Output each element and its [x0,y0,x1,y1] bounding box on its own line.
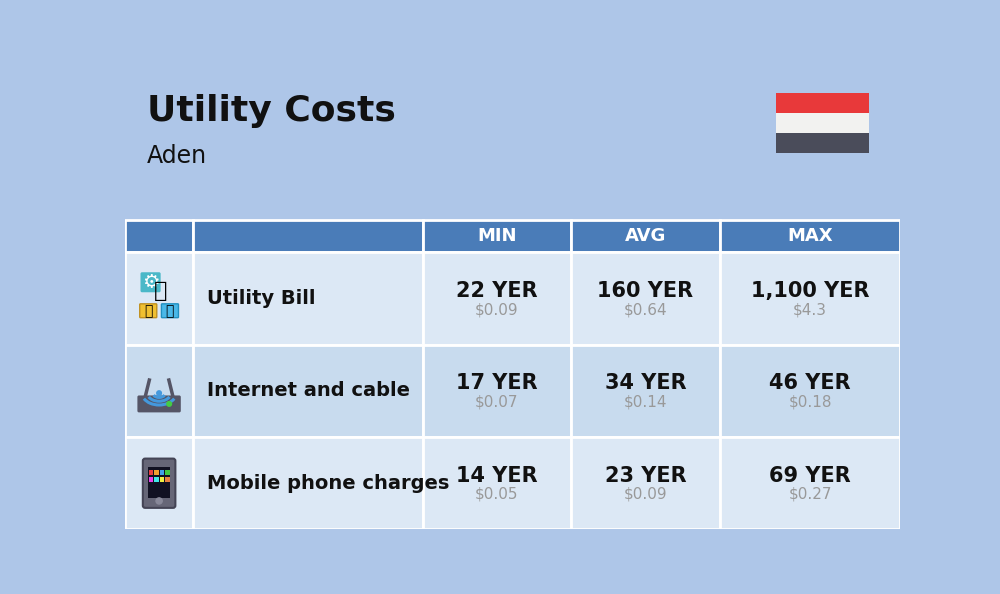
Bar [165,470,170,475]
Text: 🔧: 🔧 [154,281,167,301]
FancyBboxPatch shape [161,304,178,318]
Bar [148,467,170,498]
Bar [571,437,720,529]
Bar [571,220,720,252]
Text: AVG: AVG [625,227,666,245]
Text: $0.27: $0.27 [788,487,832,502]
Bar [423,437,571,529]
Text: $0.07: $0.07 [475,394,519,409]
Text: $0.18: $0.18 [788,394,832,409]
Bar [193,252,423,345]
Bar [423,220,571,252]
Text: $0.14: $0.14 [624,394,667,409]
Bar [776,133,869,153]
Text: ⚙: ⚙ [142,273,159,292]
Bar [193,345,423,437]
Text: 69 YER: 69 YER [769,466,851,486]
Bar [720,437,900,529]
Text: $0.64: $0.64 [624,302,667,317]
Bar [720,345,900,437]
Text: Internet and cable: Internet and cable [207,381,410,400]
Text: $0.09: $0.09 [624,487,667,502]
Bar [154,477,159,482]
FancyBboxPatch shape [140,304,157,318]
Bar [125,252,193,345]
Text: $4.3: $4.3 [793,302,827,317]
FancyBboxPatch shape [137,396,181,412]
Bar [193,220,423,252]
Bar [776,93,869,113]
FancyBboxPatch shape [140,272,161,292]
Bar [571,345,720,437]
Text: 1,100 YER: 1,100 YER [751,281,869,301]
Text: $0.05: $0.05 [475,487,519,502]
Bar [423,345,571,437]
Text: 22 YER: 22 YER [456,281,538,301]
Bar [125,220,193,252]
Text: Aden: Aden [147,144,207,168]
Text: 🚿: 🚿 [166,304,174,318]
Bar [160,477,164,482]
Text: 17 YER: 17 YER [456,374,538,393]
Text: 34 YER: 34 YER [605,374,686,393]
Circle shape [157,391,161,396]
Bar [125,437,193,529]
Circle shape [156,498,162,504]
Bar [720,252,900,345]
Bar [149,477,153,482]
Text: $0.09: $0.09 [475,302,519,317]
Text: 14 YER: 14 YER [456,466,538,486]
Bar [720,220,900,252]
Text: Mobile phone charges: Mobile phone charges [207,474,450,493]
Bar [423,252,571,345]
Text: MAX: MAX [787,227,833,245]
Bar [160,470,164,475]
Text: 🔌: 🔌 [144,304,152,318]
Text: 46 YER: 46 YER [769,374,851,393]
Text: 160 YER: 160 YER [597,281,693,301]
Text: MIN: MIN [477,227,517,245]
Bar [149,470,153,475]
Text: 23 YER: 23 YER [605,466,686,486]
Text: Utility Bill: Utility Bill [207,289,316,308]
Bar [571,252,720,345]
Bar [776,113,869,133]
Bar [154,470,159,475]
Bar [125,345,193,437]
Bar [165,477,170,482]
Text: Utility Costs: Utility Costs [147,94,396,128]
Bar [193,437,423,529]
Circle shape [167,402,172,406]
FancyBboxPatch shape [143,459,175,508]
